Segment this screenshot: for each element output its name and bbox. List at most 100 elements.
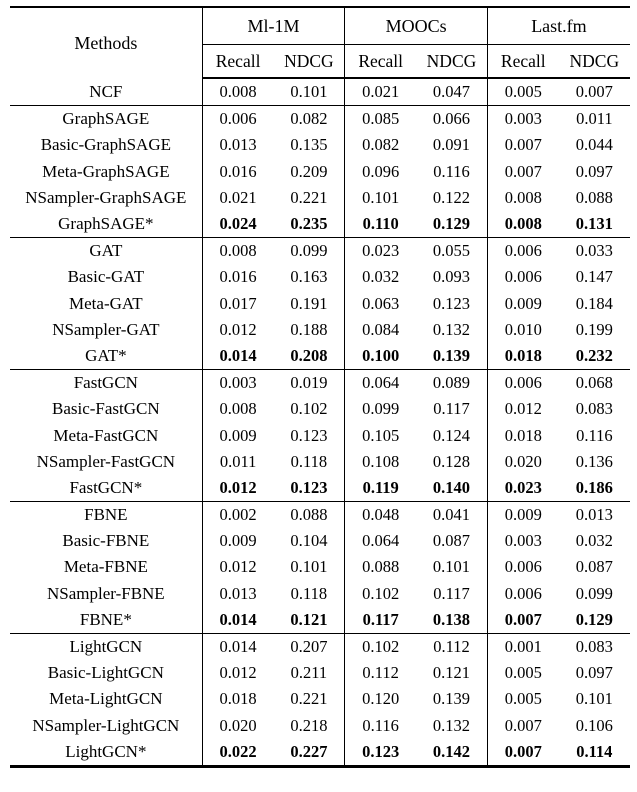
method-cell: Basic-LightGCN [47,663,164,683]
value-cell: 0.208 [290,345,328,365]
method-cell: Basic-FastGCN [52,399,160,419]
table-row: Basic-GAT 0.016 0.163 0.032 0.093 0.006 0.147 [10,264,630,291]
value-cell: 0.088 [290,505,328,525]
value-cell: 0.123 [290,477,328,497]
table-row: FBNE 0.002 0.088 0.048 0.041 0.009 0.013 [10,501,630,529]
method-cell: FastGCN* [69,477,143,497]
value-cell: 0.110 [344,210,417,238]
value-cell: 0.129 [575,609,613,629]
value-cell: 0.117 [433,583,470,603]
value-cell: 0.023 [486,474,559,502]
method-cell: GAT [89,241,123,261]
value-cell: 0.084 [344,316,417,343]
value-cell: 0.082 [290,109,328,129]
method-cell: NSampler-FBNE [46,583,165,603]
value-cell: 0.008 [486,210,559,238]
value-cell: 0.122 [432,187,471,207]
value-cell: 0.136 [575,451,613,471]
value-cell: 0.021 [201,184,274,211]
method-block: GAT 0.008 0.099 0.023 0.055 0.006 0.033 Basic-G… [10,237,630,370]
value-cell: 0.085 [344,105,417,133]
value-cell: 0.006 [486,369,559,397]
value-cell: 0.188 [290,319,328,339]
value-cell: 0.009 [201,528,274,555]
table-row: Meta-GraphSAGE 0.016 0.209 0.096 0.116 0.007 0… [10,158,630,185]
value-cell: 0.118 [290,451,328,471]
value-cell: 0.117 [344,606,417,634]
subheader-row: Recall NDCG Recall NDCG Recall NDCG [10,44,630,79]
table-row: Meta-FBNE 0.012 0.101 0.088 0.101 0.006 0.087 [10,554,630,581]
table-row: GraphSAGE 0.006 0.082 0.085 0.066 0.003 0.011 [10,105,630,133]
value-cell: 0.018 [486,342,559,370]
value-cell: 0.088 [575,187,613,207]
value-cell: 0.044 [575,135,613,155]
subheader-ml1m-recall: Recall [201,44,274,79]
method-cell: GAT* [85,345,127,365]
method-cell: Basic-GAT [67,267,145,287]
method-block: GraphSAGE 0.006 0.082 0.085 0.066 0.003 0.011 B… [10,105,630,238]
value-cell: 0.002 [201,501,274,529]
value-cell: 0.108 [344,448,417,475]
value-cell: 0.007 [486,606,559,634]
subheader-lastfm-ndcg: NDCG [558,44,630,79]
value-cell: 0.118 [290,583,328,603]
col-group-moocs: MOOCs [344,7,488,45]
value-cell: 0.023 [344,237,417,265]
value-cell: 0.020 [486,448,559,475]
value-cell: 0.211 [290,663,328,683]
value-cell: 0.011 [201,448,274,475]
value-cell: 0.232 [575,345,613,365]
value-cell: 0.221 [290,689,328,709]
value-cell: 0.093 [432,267,471,287]
value-cell: 0.013 [201,132,274,159]
value-cell: 0.100 [344,342,417,370]
value-cell: 0.138 [432,609,471,629]
value-cell: 0.102 [290,399,328,419]
table-header: Methods Ml-1M MOOCs Last.fm Recall NDCG … [10,7,630,79]
value-cell: 0.032 [344,264,417,291]
value-cell: 0.006 [486,237,559,265]
value-cell: 0.099 [344,396,417,423]
table-row: NSampler-FastGCN 0.011 0.118 0.108 0.128 0.02… [10,448,630,475]
value-cell: 0.123 [290,425,328,445]
method-cell: NSampler-GAT [52,319,160,339]
method-block: NCF 0.008 0.101 0.021 0.047 0.005 0.007 [10,78,630,106]
value-cell: 0.018 [486,422,559,449]
value-cell: 0.007 [486,738,559,767]
value-cell: 0.019 [290,373,328,393]
value-cell: 0.227 [290,741,328,761]
value-cell: 0.184 [575,293,613,313]
value-cell: 0.112 [344,660,417,687]
value-cell: 0.068 [575,373,613,393]
value-cell: 0.088 [344,554,417,581]
table-row: NCF 0.008 0.101 0.021 0.047 0.005 0.007 [10,78,630,106]
value-cell: 0.087 [575,557,613,577]
value-cell: 0.064 [344,369,417,397]
value-cell: 0.147 [575,267,613,287]
column-group-row: Methods Ml-1M MOOCs Last.fm [10,7,630,53]
value-cell: 0.024 [201,210,274,238]
value-cell: 0.020 [201,712,274,739]
value-cell: 0.009 [486,290,559,317]
subheader-lastfm-recall: Recall [486,44,559,79]
value-cell: 0.120 [344,686,417,713]
value-cell: 0.032 [575,531,613,551]
value-cell: 0.010 [486,316,559,343]
table-row: LightGCN* 0.022 0.227 0.123 0.142 0.007 0.114 [10,738,630,767]
value-cell: 0.011 [576,109,613,129]
subheader-moocs-ndcg: NDCG [416,44,488,79]
value-cell: 0.012 [201,660,274,687]
value-cell: 0.218 [290,715,328,735]
table-row: NSampler-LightGCN 0.020 0.218 0.116 0.132 0.0… [10,712,630,739]
value-cell: 0.013 [201,580,274,607]
value-cell: 0.112 [433,637,470,657]
value-cell: 0.186 [575,477,613,497]
value-cell: 0.003 [486,528,559,555]
value-cell: 0.005 [486,686,559,713]
method-cell: Meta-FBNE [63,557,148,577]
value-cell: 0.017 [201,290,274,317]
value-cell: 0.033 [575,241,613,261]
col-group-ml1m: Ml-1M [201,7,345,45]
value-cell: 0.063 [344,290,417,317]
